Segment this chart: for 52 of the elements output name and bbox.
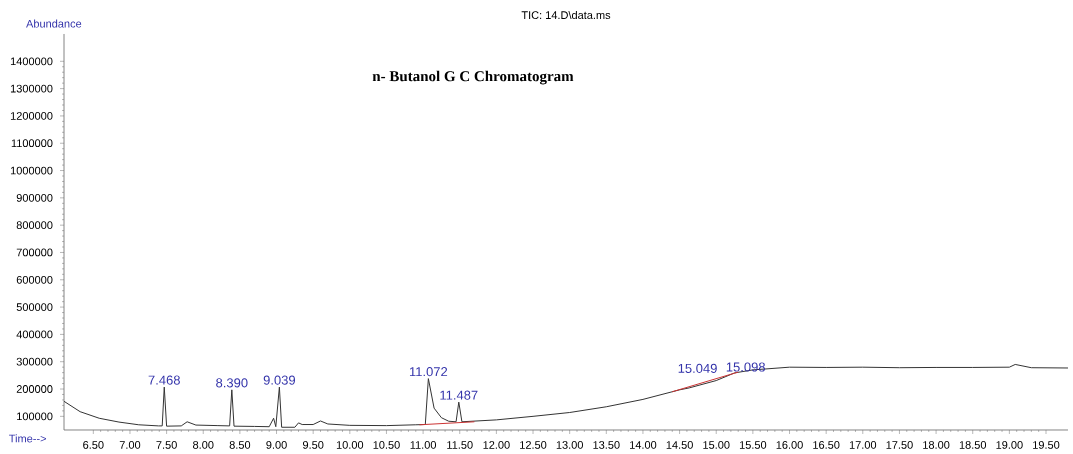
x-tick-label: 15.50 — [739, 441, 767, 449]
y-axis-title: Abundance — [26, 19, 82, 28]
x-tick-label: 10.00 — [336, 441, 364, 449]
x-axis-title: Time--> — [9, 434, 47, 443]
x-tick-label: 11.00 — [410, 441, 437, 449]
x-tick-label: 11.50 — [447, 441, 473, 449]
annotation: 15.098 — [726, 362, 765, 372]
x-tick-label: 18.00 — [923, 441, 950, 449]
annotation: 15.049 — [678, 363, 717, 373]
x-tick-label: 8.00 — [193, 441, 214, 449]
y-tick-label: 1200000 — [10, 112, 53, 120]
y-tick-label: 900000 — [16, 193, 53, 202]
x-tick-label: 8.50 — [229, 441, 251, 449]
y-tick-label: 1400000 — [10, 57, 53, 66]
x-tick-label: 19.00 — [996, 441, 1023, 449]
y-tick-label: 1100000 — [11, 139, 53, 148]
x-tick-label: 16.00 — [776, 441, 803, 449]
x-tick-label: 14.00 — [630, 441, 657, 449]
y-tick-label: 700000 — [16, 248, 53, 257]
x-tick-label: 18.50 — [959, 441, 987, 449]
x-tick-label: 6.50 — [83, 441, 104, 449]
annotation: 11.487 — [440, 390, 478, 400]
annotation: 8.390 — [216, 378, 248, 388]
x-tick-label: 17.50 — [886, 441, 913, 449]
x-tick-label: 14.50 — [666, 441, 693, 449]
x-tick-label: 16.50 — [813, 441, 840, 449]
annotation: 11.072 — [409, 367, 448, 377]
y-tick-label: 100000 — [17, 412, 53, 421]
x-tick-label: 13.00 — [556, 441, 583, 449]
y-tick-label: 400000 — [16, 330, 53, 339]
y-tick-label: 1000000 — [10, 166, 53, 175]
x-tick-label: 9.00 — [266, 441, 287, 449]
x-tick-label: 12.00 — [483, 441, 510, 449]
x-tick-label: 9.50 — [302, 441, 324, 449]
y-tick-label: 200000 — [16, 385, 53, 393]
y-tick-label: 1300000 — [10, 84, 53, 93]
x-tick-label: 7.50 — [156, 441, 177, 449]
x-tick-label: 10.50 — [373, 441, 400, 449]
x-tick-label: 15.00 — [703, 441, 730, 449]
x-tick-label: 7.00 — [119, 441, 141, 449]
x-tick-label: 13.50 — [593, 441, 620, 449]
x-tick-label: 12.50 — [520, 441, 547, 449]
y-tick-label: 600000 — [16, 275, 53, 284]
annotation: 7.468 — [148, 375, 180, 385]
annotation: 9.039 — [263, 375, 296, 385]
text: n- Butanol G C Chromatogram — [372, 70, 574, 85]
chart-title: TIC: 14.D\data.ms — [521, 10, 611, 19]
y-tick-label: 500000 — [16, 303, 53, 311]
y-tick-label: 300000 — [16, 357, 53, 366]
x-tick-label: 17.00 — [849, 441, 877, 449]
x-tick-label: 19.50 — [1033, 441, 1060, 449]
y-tick-label: 800000 — [16, 221, 53, 230]
